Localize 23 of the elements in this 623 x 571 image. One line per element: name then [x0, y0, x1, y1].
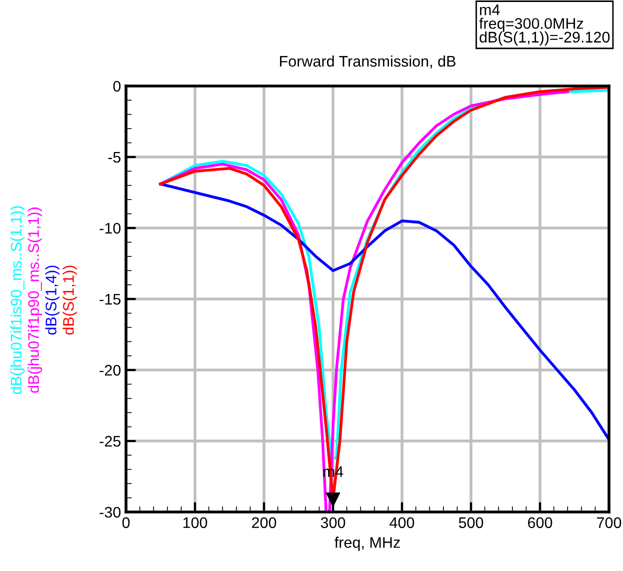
y-tick-label: -5: [108, 152, 120, 163]
text: dB(S(1,1)): [62, 266, 77, 335]
x-tick-label: 500: [458, 517, 484, 528]
text: dB(jhu07if1is90_ms..S(1,1)): [10, 206, 25, 394]
x-tick-label: 700: [597, 517, 622, 528]
chart-title: Forward Transmission, dB: [280, 55, 456, 69]
x-tick-label: 300: [320, 517, 346, 528]
x-axis-title: freq, MHz: [334, 536, 400, 551]
y-tick-label: -20: [100, 364, 121, 376]
y-tick-label: -30: [100, 506, 121, 518]
y-tick-label: -10: [100, 222, 121, 234]
y-tick-label: 0: [113, 80, 121, 92]
text: m4 freq=300.0MHz dB(S(1,1))=-29.120: [479, 4, 610, 46]
line-series: [159, 182, 609, 441]
text: dB(S(1,4)): [45, 266, 60, 335]
x-tick-label: 400: [390, 517, 414, 528]
text: dB(jhu07if1p90_ms..S(1,1)): [28, 208, 42, 393]
x-tick-label: 200: [252, 517, 276, 528]
y-tick-label: -25: [100, 436, 120, 447]
x-tick-label: 100: [183, 517, 208, 528]
y-tick-label: -15: [100, 294, 120, 305]
x-tick-label: 600: [528, 517, 552, 528]
x-tick-label: 0: [122, 517, 130, 528]
